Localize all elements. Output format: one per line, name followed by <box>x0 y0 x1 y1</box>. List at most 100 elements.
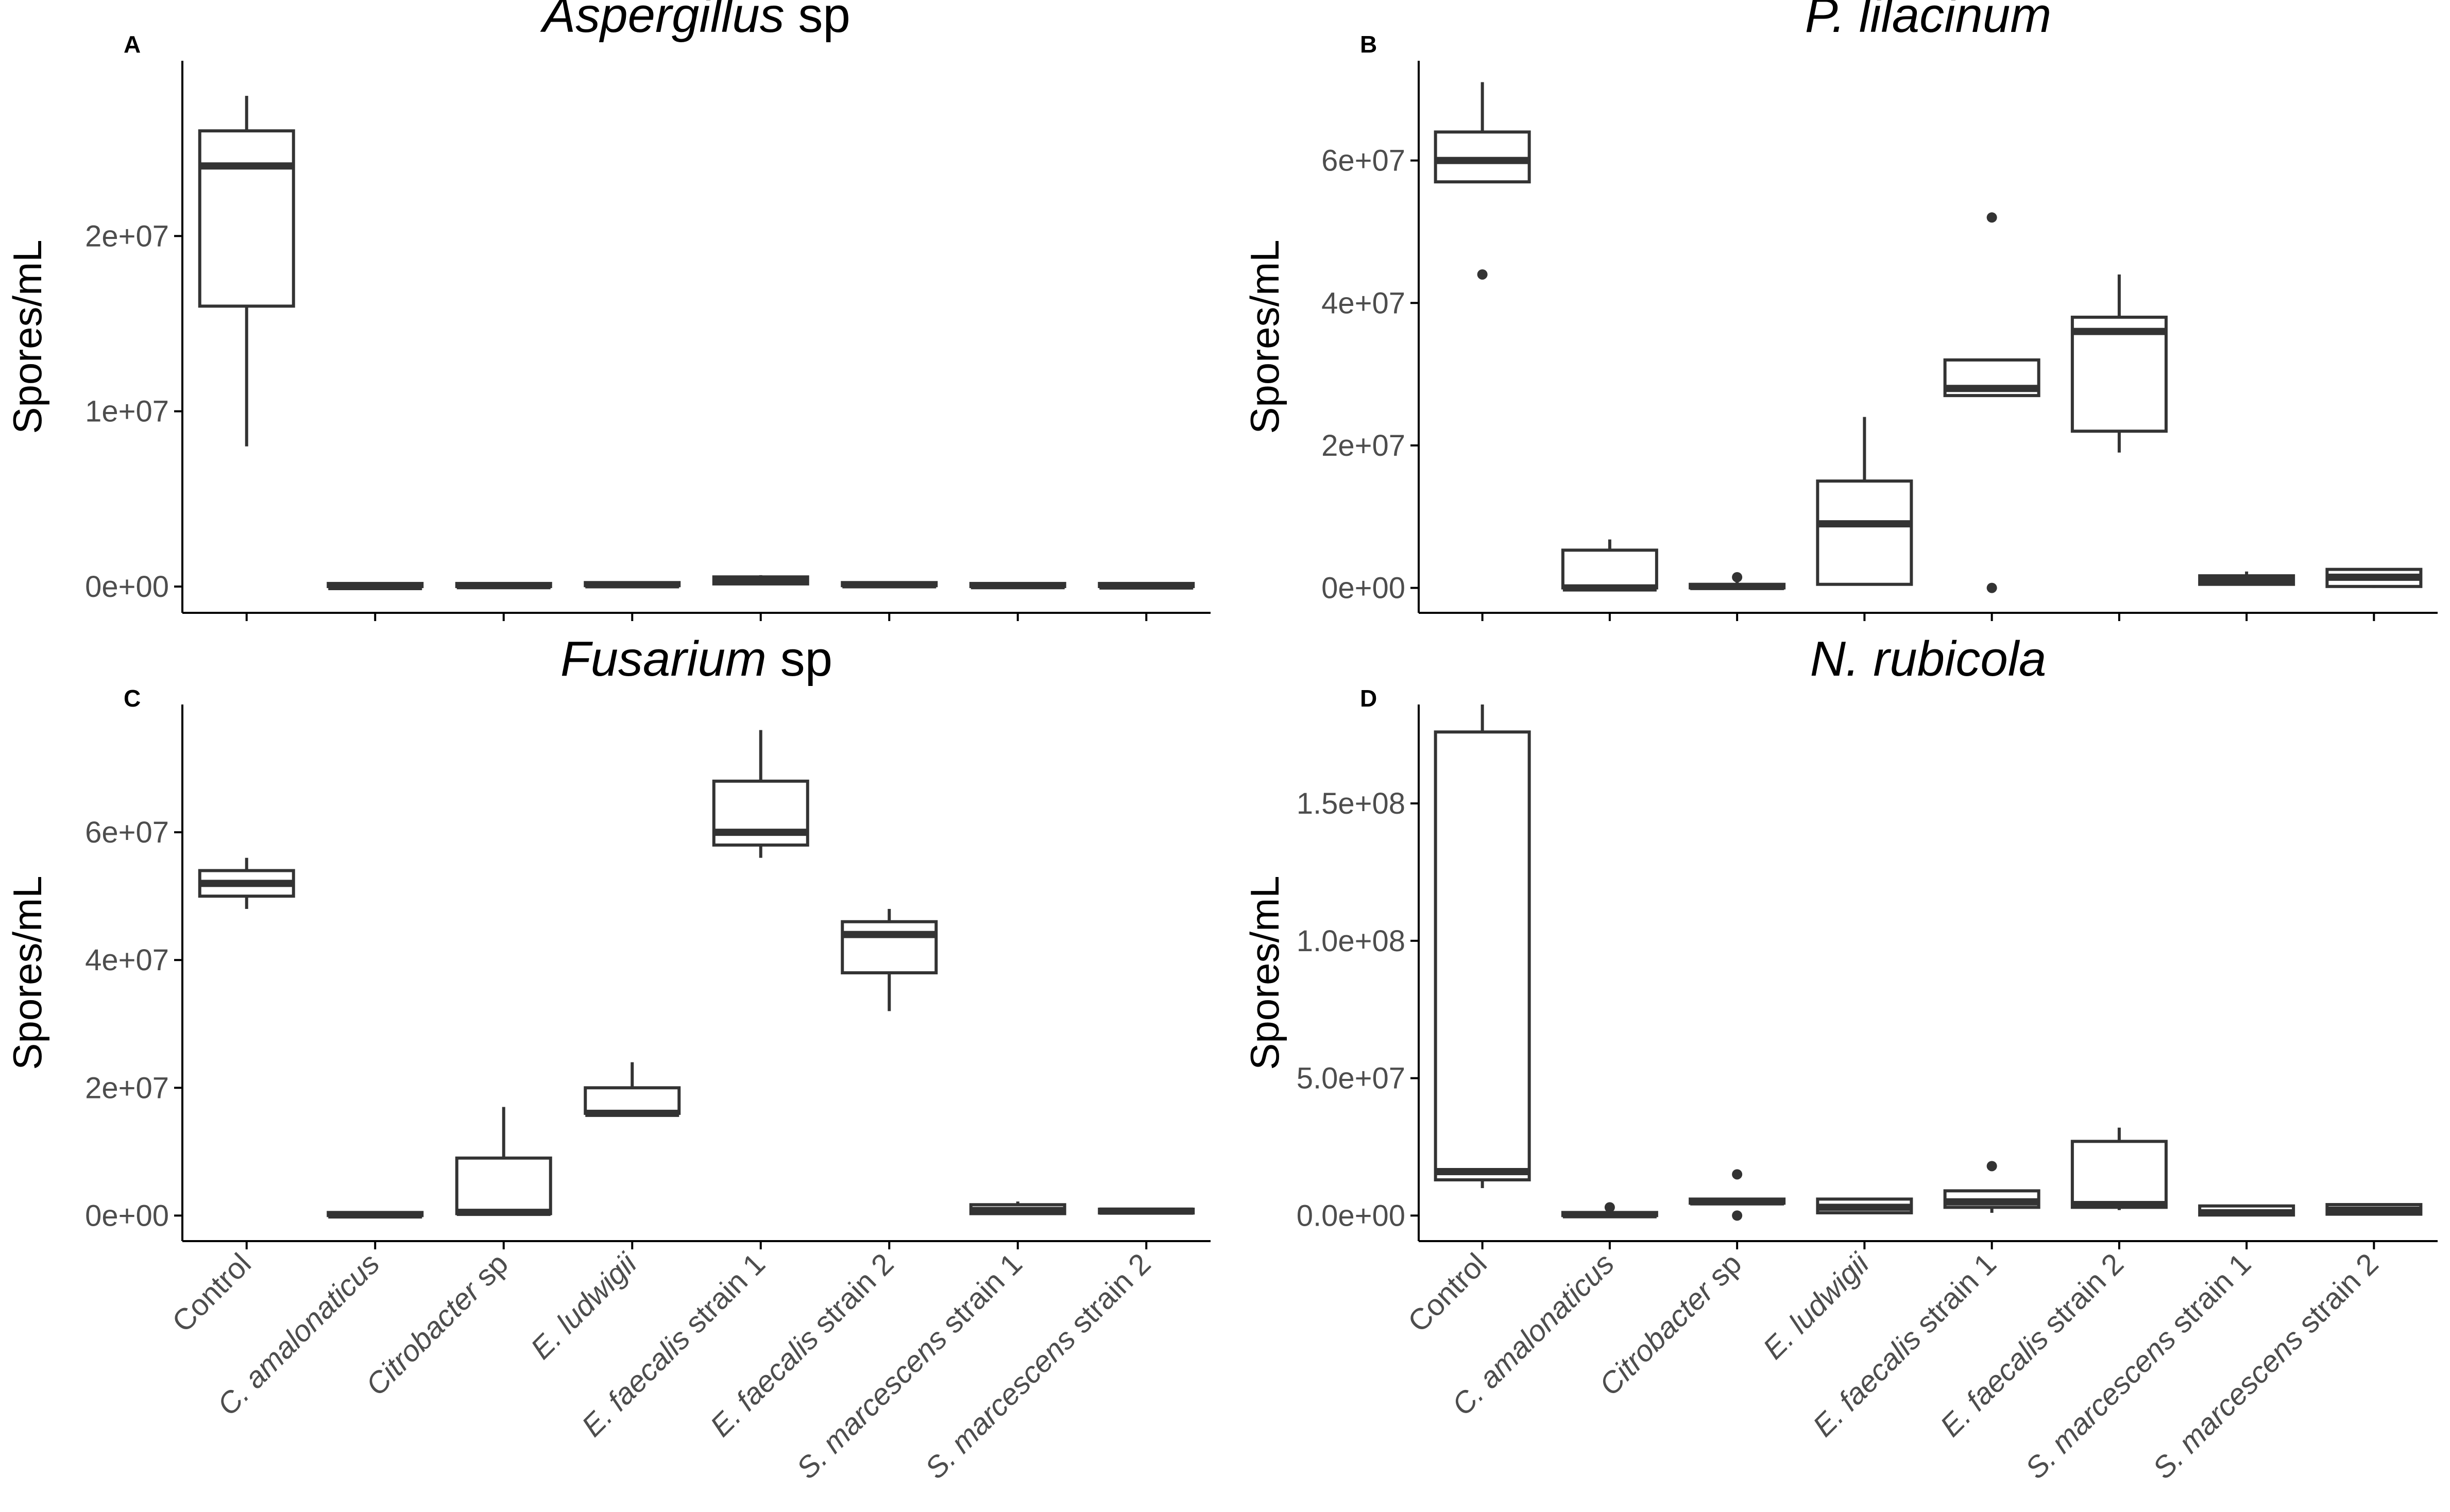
x-tick-label: S. marcescens strain 1 <box>2019 1247 2257 1485</box>
panel-letter: B <box>1360 31 1377 58</box>
box-4 <box>712 575 809 586</box>
box-body <box>1434 730 1531 1182</box>
x-tick-label: Control <box>1402 1247 1493 1338</box>
x-tick-label: Control <box>166 1247 258 1338</box>
box-body <box>841 920 938 975</box>
box-0 <box>198 96 295 446</box>
panel-c: C Fusarium sp Spores/mL 0e+00 2e+07 4e+07 6e+0… <box>5 631 1211 1485</box>
box-5 <box>2070 1127 2168 1210</box>
box-6 <box>2198 1204 2295 1217</box>
box-5 <box>841 908 938 1011</box>
y-tick-label: 1.5e+08 <box>1297 787 1405 820</box>
label-plain: strain 2 <box>802 1247 900 1346</box>
label-plain: strain 2 <box>1059 1247 1158 1346</box>
y-tick-label: 1.0e+08 <box>1297 924 1405 958</box>
title-italic: Aspergillus <box>540 0 785 43</box>
outlier-point <box>1986 1161 1997 1172</box>
x-tick-label: E. ludwigii <box>524 1246 644 1366</box>
title-italic: N. rubicola <box>1810 631 2047 686</box>
box-5 <box>841 581 938 589</box>
box-4 <box>1943 212 2040 593</box>
box-2 <box>1689 1169 1786 1221</box>
y-tick-label: 0.0e+00 <box>1297 1199 1405 1232</box>
y-tick-label: 6e+07 <box>85 816 169 849</box>
box-body <box>1561 548 1658 590</box>
y-tick-label: 2e+07 <box>1321 429 1405 462</box>
box-1 <box>327 1211 424 1219</box>
label-plain: strain 1 <box>930 1247 1029 1346</box>
y-tick-label: 2e+07 <box>85 1071 169 1105</box>
box-3 <box>584 581 681 589</box>
box-7 <box>1098 1207 1195 1215</box>
box-body <box>2070 1140 2168 1209</box>
title-italic: P. lilacinum <box>1805 0 2051 43</box>
label-italic: E. ludwigii <box>1757 1246 1876 1366</box>
panel-title: Fusarium sp <box>560 631 832 686</box>
panel-title: P. lilacinum <box>1805 0 2051 43</box>
label-italic: E. ludwigii <box>524 1246 644 1366</box>
outlier-point <box>1477 269 1488 280</box>
x-tick-label: E. ludwigii <box>1757 1246 1876 1366</box>
box-1 <box>327 581 424 590</box>
x-tick-label: S. marcescens strain 1 <box>790 1247 1029 1485</box>
box-body <box>198 129 295 308</box>
panel-letter: C <box>124 685 141 712</box>
outlier-point <box>1732 1169 1743 1180</box>
label-plain: Control <box>166 1247 258 1338</box>
y-tick-label: 5.0e+07 <box>1297 1062 1405 1095</box>
box-7 <box>2325 1203 2423 1216</box>
panel-title: N. rubicola <box>1810 631 2047 686</box>
title-plain: sp <box>767 631 832 686</box>
y-axis-label: Spores/mL <box>5 875 50 1070</box>
label-italic: E. faecalis <box>704 1322 825 1443</box>
y-tick-label: 0e+00 <box>85 570 169 604</box>
box-body <box>2070 315 2168 433</box>
panel-d: D N. rubicola Spores/mL 0.0e+00 5.0e+07 1.0e+… <box>1242 631 2438 1485</box>
box-6 <box>969 1201 1066 1215</box>
y-axis-label: Spores/mL <box>5 239 50 434</box>
x-tick-label: S. marcescens strain 2 <box>918 1247 1157 1485</box>
box-0 <box>1434 705 1531 1189</box>
box-1 <box>1561 539 1658 592</box>
box-2 <box>455 1107 552 1216</box>
box-3 <box>1816 417 1913 586</box>
box-1 <box>1561 1202 1658 1218</box>
box-3 <box>584 1062 681 1117</box>
box-7 <box>2325 568 2423 588</box>
outlier-point <box>1986 212 1997 223</box>
title-italic: Fusarium <box>560 631 767 686</box>
box-5 <box>2070 274 2168 453</box>
box-body <box>1816 479 1913 586</box>
label-plain: strain 2 <box>2031 1247 2130 1346</box>
box-2 <box>1689 572 1786 590</box>
label-plain: strain 1 <box>673 1247 772 1346</box>
y-tick-label: 4e+07 <box>1321 286 1405 320</box>
y-tick-label: 1e+07 <box>85 395 169 428</box>
outlier-point <box>1604 1202 1615 1213</box>
box-6 <box>2198 571 2295 586</box>
title-plain: sp <box>785 0 850 43</box>
box-6 <box>969 581 1066 590</box>
label-italic: E. faecalis <box>1807 1322 1928 1443</box>
label-italic: Citrobacter <box>1593 1274 1721 1402</box>
label-plain: strain 1 <box>1904 1247 2003 1346</box>
label-plain: Control <box>1402 1247 1493 1338</box>
label-plain: strain 2 <box>2286 1247 2385 1346</box>
outlier-point <box>1986 582 1997 593</box>
outlier-point <box>1732 572 1743 582</box>
panel-b: B P. lilacinum Spores/mL 0e+00 2e+07 4e+07 6e+… <box>1242 0 2438 621</box>
y-tick-label: 0e+00 <box>1321 572 1405 605</box>
y-axis-label: Spores/mL <box>1242 239 1287 434</box>
box-body <box>584 1086 681 1115</box>
box-7 <box>1098 581 1195 590</box>
outlier-point <box>1732 1210 1743 1221</box>
panel-title: Aspergillus sp <box>540 0 850 43</box>
box-4 <box>1943 1161 2040 1213</box>
y-tick-label: 2e+07 <box>85 219 169 253</box>
label-italic: E. faecalis <box>1934 1322 2055 1443</box>
box-4 <box>712 730 809 858</box>
y-tick-label: 0e+00 <box>85 1199 169 1232</box>
y-axis-label: Spores/mL <box>1242 875 1287 1070</box>
label-plain: strain 1 <box>2158 1247 2257 1346</box>
